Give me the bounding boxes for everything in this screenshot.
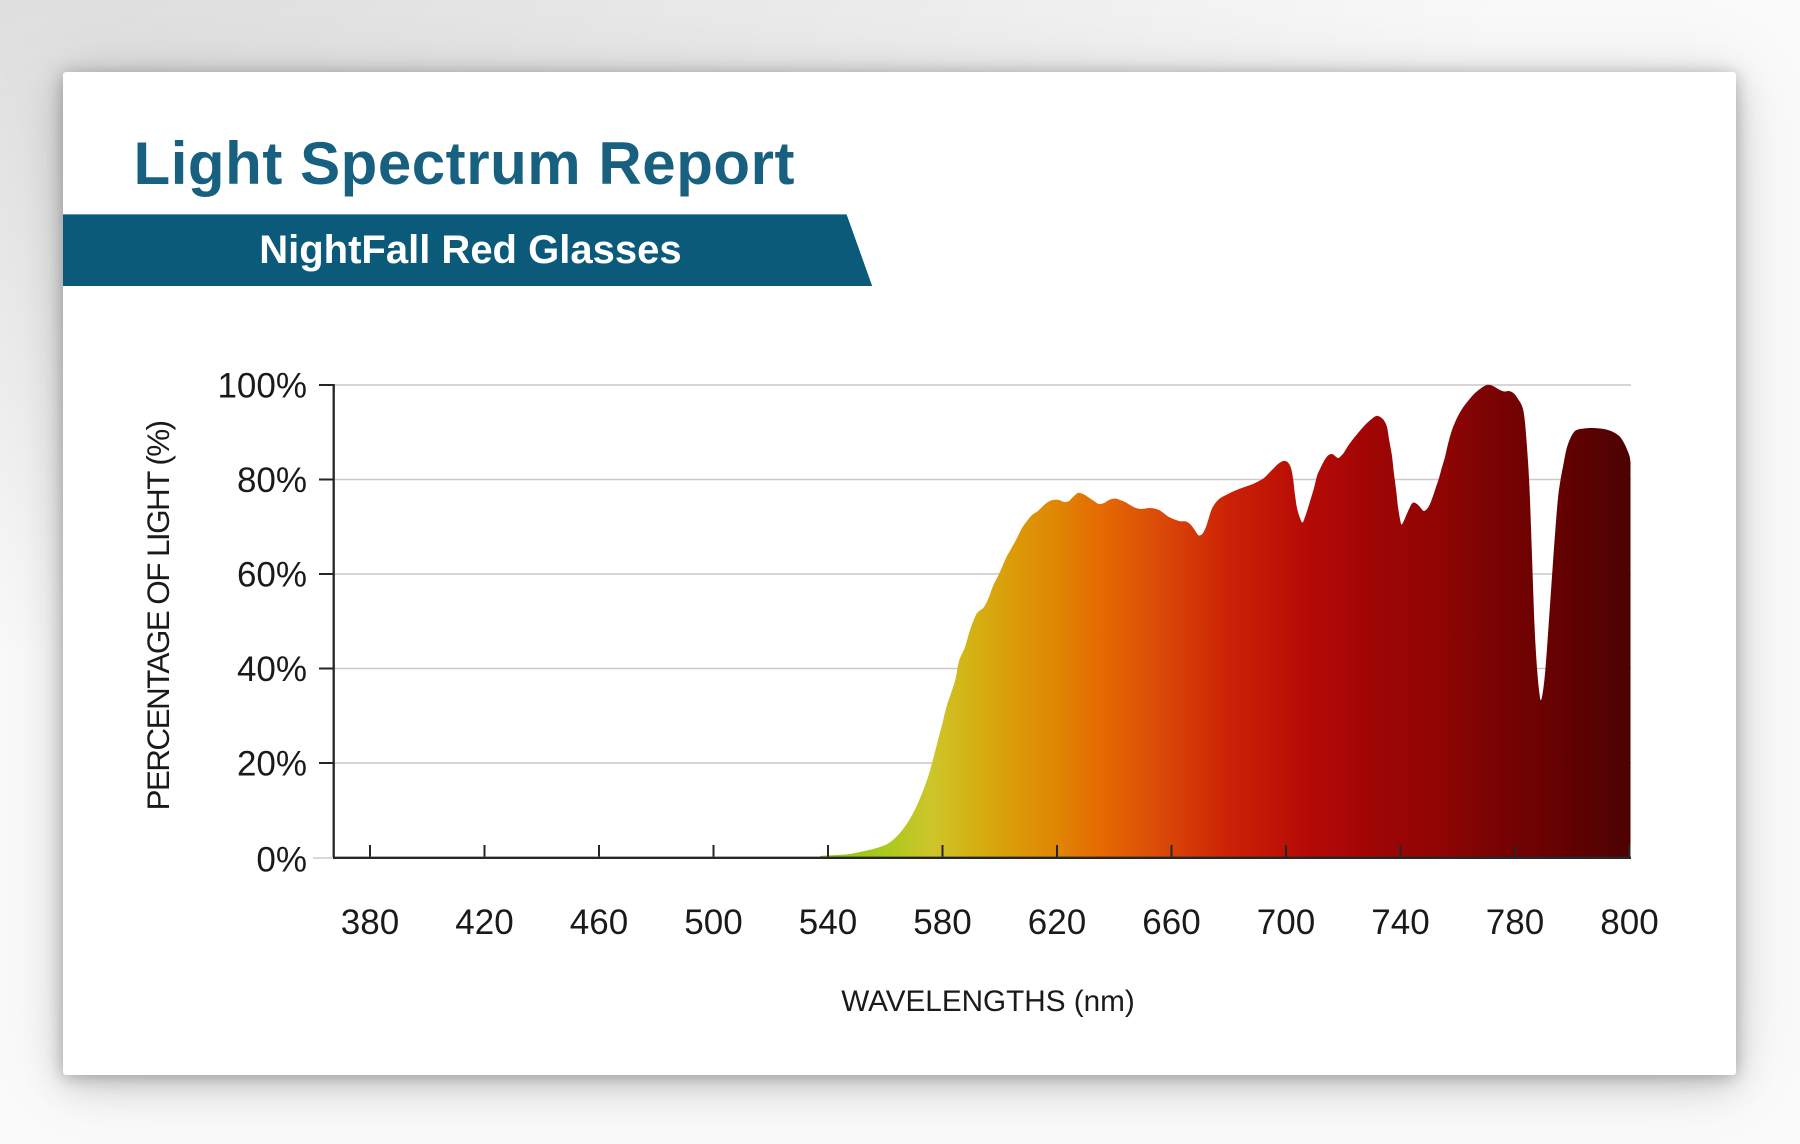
svg-text:WAVELENGTHS (nm): WAVELENGTHS (nm)	[841, 985, 1135, 1018]
svg-text:740: 740	[1371, 903, 1429, 942]
svg-text:460: 460	[570, 903, 628, 942]
svg-text:580: 580	[913, 903, 971, 942]
svg-text:PERCENTAGE OF LIGHT (%): PERCENTAGE OF LIGHT (%)	[140, 421, 176, 810]
svg-text:780: 780	[1486, 903, 1544, 942]
svg-text:100%: 100%	[217, 367, 307, 406]
svg-text:660: 660	[1142, 903, 1200, 942]
svg-text:620: 620	[1028, 903, 1086, 942]
svg-text:0%: 0%	[256, 841, 307, 880]
svg-text:800: 800	[1600, 903, 1658, 942]
svg-text:420: 420	[455, 903, 513, 942]
svg-text:40%: 40%	[237, 650, 307, 689]
svg-text:20%: 20%	[237, 745, 307, 784]
svg-text:700: 700	[1257, 903, 1315, 942]
svg-text:80%: 80%	[237, 461, 307, 500]
svg-text:380: 380	[341, 903, 399, 942]
svg-text:60%: 60%	[237, 556, 307, 595]
svg-text:500: 500	[684, 903, 742, 942]
svg-text:540: 540	[799, 903, 857, 942]
